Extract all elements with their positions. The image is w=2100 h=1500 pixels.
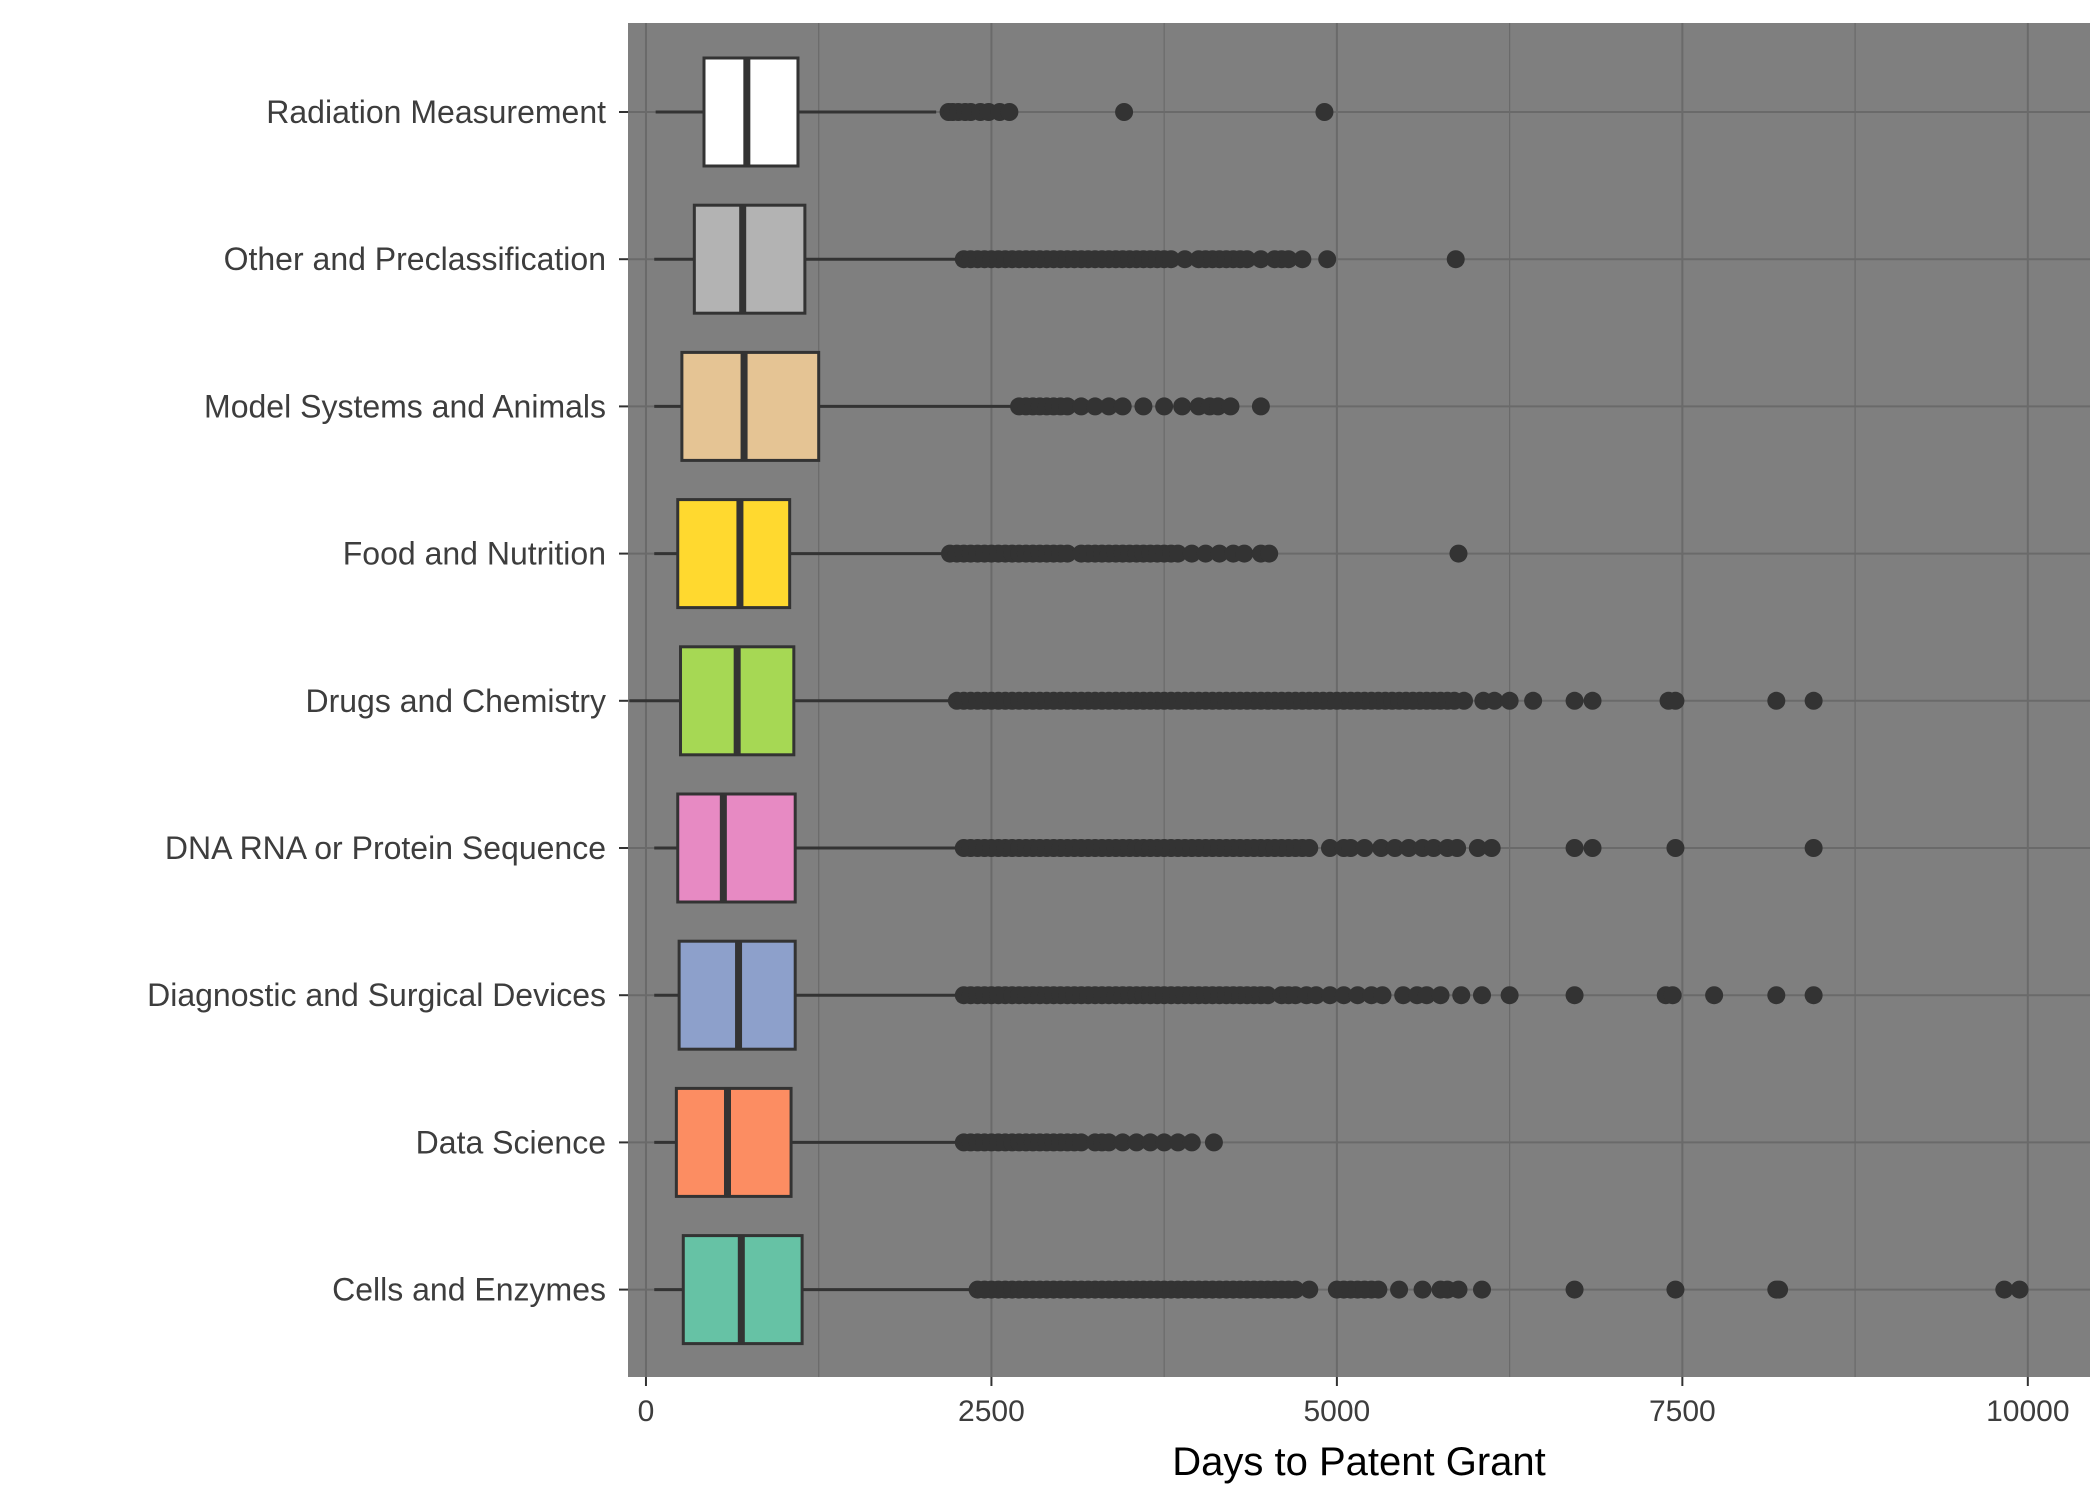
outlier-point	[1315, 103, 1333, 121]
outlier-point	[1524, 692, 1542, 710]
outlier-point	[1447, 250, 1465, 268]
outlier-point	[1452, 986, 1470, 1004]
y-tick-label: Data Science	[416, 1124, 606, 1160]
outlier-point	[1356, 839, 1374, 857]
x-tick-label: 10000	[1986, 1395, 2069, 1428]
outlier-point	[1432, 986, 1450, 1004]
y-tick-label: Other and Preclassification	[224, 241, 606, 277]
outlier-point	[1483, 839, 1501, 857]
y-tick-label: Food and Nutrition	[343, 536, 606, 572]
y-tick-label: Model Systems and Animals	[204, 388, 606, 424]
x-tick-label: 7500	[1649, 1395, 1716, 1428]
outlier-point	[1252, 397, 1270, 415]
x-tick-label: 2500	[958, 1395, 1025, 1428]
y-axis: Cells and Enzymes Data Science Diagnostic …	[147, 94, 628, 1308]
outlier-point	[1473, 1281, 1491, 1299]
box-iqr	[678, 500, 790, 608]
outlier-point	[1805, 986, 1823, 1004]
outlier-point	[1414, 1281, 1432, 1299]
outlier-point	[1449, 545, 1467, 563]
outlier-point	[2011, 1281, 2029, 1299]
outlier-point	[1767, 986, 1785, 1004]
outlier-point	[1300, 839, 1318, 857]
y-tick-label: Cells and Enzymes	[332, 1272, 606, 1308]
outlier-point	[1805, 692, 1823, 710]
outlier-point	[1318, 250, 1336, 268]
outlier-point	[1566, 1281, 1584, 1299]
outlier-point	[1584, 839, 1602, 857]
y-tick-label: Diagnostic and Surgical Devices	[147, 977, 606, 1013]
box-iqr	[676, 1088, 791, 1196]
outlier-point	[1666, 839, 1684, 857]
x-tick-label: 5000	[1304, 1395, 1371, 1428]
y-tick-label: Drugs and Chemistry	[305, 683, 606, 719]
outlier-point	[1115, 103, 1133, 121]
outlier-point	[1114, 397, 1132, 415]
x-axis: 0 2500 5000 7500 10000	[638, 1377, 2070, 1428]
outlier-point	[1664, 986, 1682, 1004]
outlier-point	[1221, 397, 1239, 415]
y-tick-label: Radiation Measurement	[266, 94, 606, 130]
x-axis-title: Days to Patent Grant	[1172, 1440, 1546, 1484]
outlier-point	[1183, 1133, 1201, 1151]
outlier-point	[1805, 839, 1823, 857]
outlier-point	[1501, 692, 1519, 710]
outlier-point	[1260, 545, 1278, 563]
outlier-point	[1373, 986, 1391, 1004]
outlier-point	[1566, 839, 1584, 857]
outlier-point	[1473, 986, 1491, 1004]
outlier-point	[1566, 986, 1584, 1004]
outlier-point	[1770, 1281, 1788, 1299]
outlier-point	[1584, 692, 1602, 710]
outlier-point	[1455, 692, 1473, 710]
outlier-point	[1767, 692, 1785, 710]
outlier-point	[1566, 692, 1584, 710]
outlier-point	[1173, 397, 1191, 415]
y-tick-label: DNA RNA or Protein Sequence	[165, 830, 606, 866]
outlier-point	[1369, 1281, 1387, 1299]
box-iqr	[682, 352, 819, 460]
box-iqr	[678, 794, 795, 902]
outlier-point	[1501, 986, 1519, 1004]
outlier-point	[1666, 692, 1684, 710]
box-iqr	[694, 205, 805, 313]
outlier-point	[1134, 397, 1152, 415]
outlier-point	[1235, 545, 1253, 563]
outlier-point	[1000, 103, 1018, 121]
outlier-point	[1449, 1281, 1467, 1299]
outlier-point	[1205, 1133, 1223, 1151]
x-tick-label: 0	[638, 1395, 655, 1428]
outlier-point	[1705, 986, 1723, 1004]
outlier-point	[1293, 250, 1311, 268]
outlier-point	[1448, 839, 1466, 857]
outlier-point	[1666, 1281, 1684, 1299]
outlier-point	[1300, 1281, 1318, 1299]
outlier-point	[1155, 397, 1173, 415]
outlier-point	[1390, 1281, 1408, 1299]
box-iqr	[704, 58, 798, 166]
